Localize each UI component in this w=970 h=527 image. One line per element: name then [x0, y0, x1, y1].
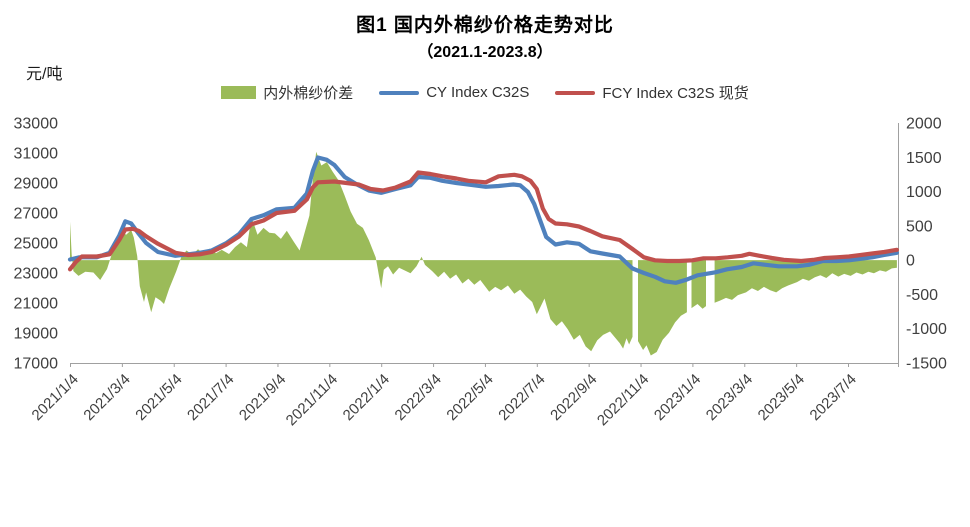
- left-axis-tick-label: 21000: [14, 296, 59, 313]
- left-axis-tick-label: 27000: [14, 206, 59, 223]
- right-axis-tick-label: -1000: [906, 321, 947, 338]
- right-axis-tick-label: -500: [906, 287, 938, 304]
- x-axis-tick-label: 2022/7/4: [495, 371, 548, 424]
- x-axis-tick-label: 2022/1/4: [340, 371, 393, 424]
- right-axis-tick-label: 1000: [906, 184, 942, 201]
- legend-item-spread: 内外棉纱价差: [221, 82, 353, 103]
- spread-area-swatch-icon: [221, 86, 257, 99]
- legend-item-cy-index: CY Index C32S: [379, 84, 529, 101]
- x-axis-tick-label: 2022/11/4: [594, 371, 652, 429]
- fcy-index-line-series: [67, 170, 900, 272]
- right-axis-tick-label: 1500: [906, 150, 942, 167]
- chart-title: 图1 国内外棉纱价格走势对比: [356, 15, 614, 36]
- spread-area-series: [70, 151, 633, 352]
- left-axis-tick-label: 33000: [14, 116, 59, 133]
- x-axis-tick-label: 2021/3/4: [80, 371, 133, 424]
- right-axis-tick-label: 500: [906, 218, 933, 235]
- right-axis-tick-label: 2000: [906, 116, 942, 133]
- left-axis-tick-label: 31000: [14, 146, 59, 163]
- legend-label-spread: 内外棉纱价差: [263, 85, 354, 102]
- legend-label-cy-index: CY Index C32S: [426, 84, 530, 101]
- legend-item-fcy-index: FCY Index C32S 现货: [555, 82, 749, 103]
- left-axis-tick-label: 29000: [14, 176, 59, 193]
- x-axis-tick-label: 2022/9/4: [547, 371, 600, 424]
- left-axis-tick-label: 17000: [14, 356, 59, 373]
- left-axis-tick-label: 23000: [14, 266, 59, 283]
- spread-area-series: [691, 260, 706, 309]
- x-axis-tick-label: 2022/5/4: [443, 371, 496, 424]
- x-axis-tick-label: 2021/5/4: [132, 371, 185, 424]
- x-axis-tick-label: 2023/3/4: [703, 371, 756, 424]
- x-axis-tick-label: 2021/9/4: [236, 371, 289, 424]
- x-axis-tick-label: 2023/5/4: [755, 371, 808, 424]
- left-axis-unit-label: 元/吨: [26, 66, 63, 83]
- left-axis-tick-label: 25000: [14, 236, 59, 253]
- x-axis-tick-label: 2021/11/4: [283, 371, 341, 429]
- x-axis-tick-label: 2021/1/4: [29, 371, 82, 424]
- x-axis-tick-label: 2022/3/4: [392, 371, 445, 424]
- right-axis-tick-label: -1500: [906, 356, 947, 373]
- cy-index-line-swatch-icon: [379, 90, 420, 95]
- x-axis-tick-label: 2023/7/4: [807, 371, 860, 424]
- chart-subtitle: （2021.1-2023.8）: [417, 44, 553, 61]
- spread-area-series: [714, 260, 897, 303]
- fcy-index-line-swatch-icon: [555, 90, 596, 95]
- legend-label-fcy-index: FCY Index C32S 现货: [602, 85, 749, 102]
- left-axis-tick-label: 19000: [14, 326, 59, 343]
- x-axis-tick-label: 2023/1/4: [651, 371, 704, 424]
- right-axis-tick-label: 0: [906, 253, 915, 270]
- x-axis-tick-label: 2021/7/4: [184, 371, 237, 424]
- chart-legend: 内外棉纱价差 CY Index C32S FCY Index C32S 现货: [0, 82, 970, 103]
